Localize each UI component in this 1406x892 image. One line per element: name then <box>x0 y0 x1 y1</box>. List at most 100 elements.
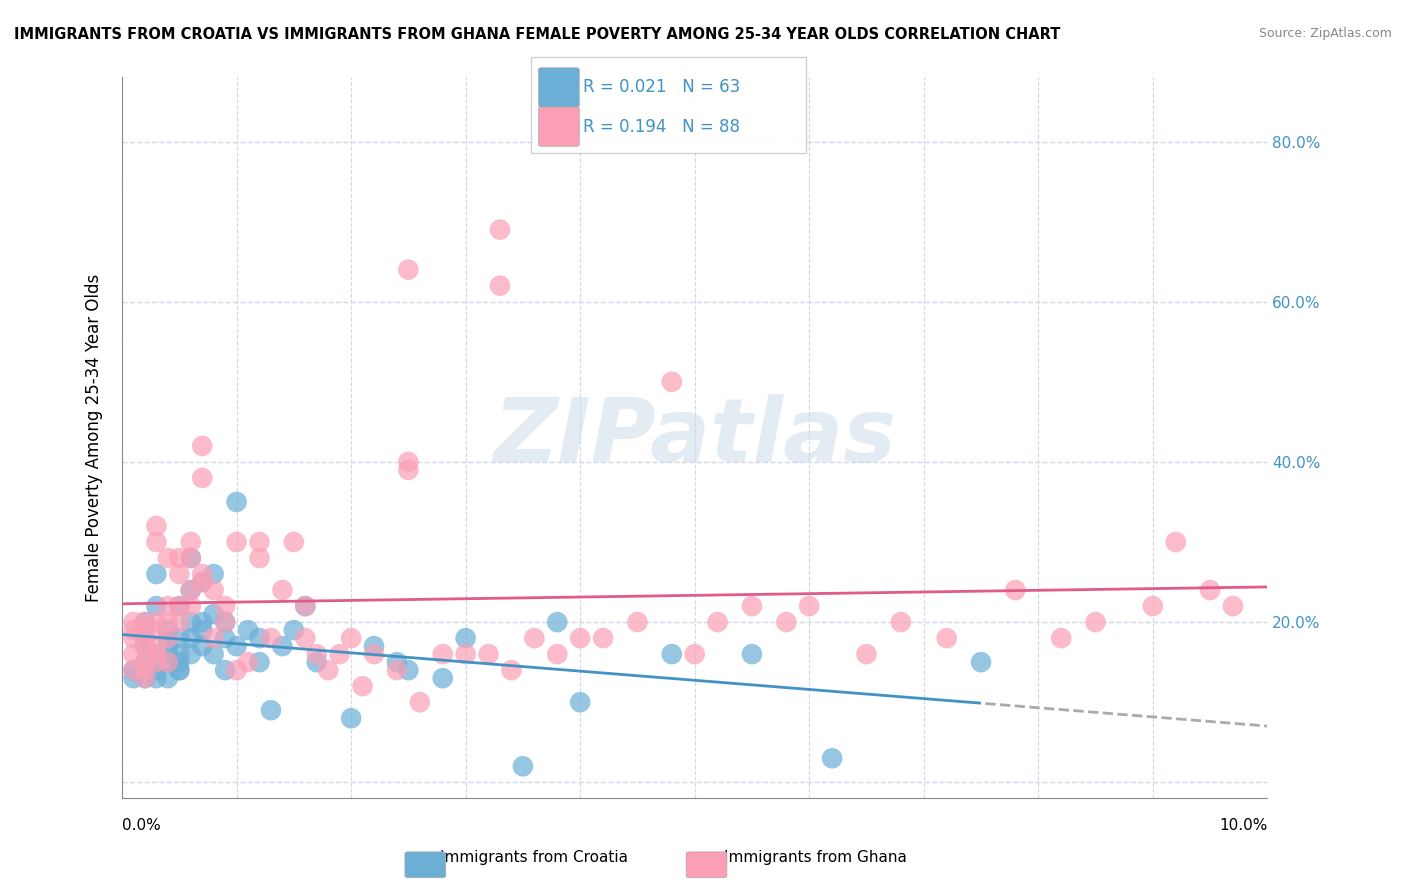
Point <box>180 583 202 598</box>
Point <box>396 663 419 677</box>
Point <box>214 615 236 629</box>
Point <box>134 615 156 629</box>
Point <box>546 647 568 661</box>
Text: Immigrants from Croatia: Immigrants from Croatia <box>440 850 628 865</box>
Point <box>145 647 167 661</box>
Point <box>890 615 912 629</box>
Point <box>180 615 202 629</box>
Point <box>970 655 993 669</box>
Point <box>260 631 283 645</box>
Point <box>283 623 305 637</box>
Point <box>180 551 202 566</box>
Point <box>134 631 156 645</box>
Point <box>169 647 191 661</box>
Point <box>145 655 167 669</box>
Point <box>145 615 167 629</box>
Point <box>271 583 294 598</box>
Point <box>169 655 191 669</box>
Point <box>249 535 271 549</box>
Point <box>145 567 167 582</box>
Point <box>134 631 156 645</box>
Point <box>501 663 523 677</box>
Point <box>385 663 408 677</box>
Point <box>271 639 294 653</box>
Point <box>741 599 763 613</box>
Point <box>385 655 408 669</box>
Point <box>202 583 225 598</box>
Point <box>454 647 477 661</box>
Point <box>122 663 145 677</box>
Point <box>191 575 214 590</box>
Point <box>432 671 454 685</box>
Point <box>122 631 145 645</box>
Point <box>169 599 191 613</box>
Point <box>775 615 797 629</box>
Point <box>202 567 225 582</box>
Text: IMMIGRANTS FROM CROATIA VS IMMIGRANTS FROM GHANA FEMALE POVERTY AMONG 25-34 YEAR: IMMIGRANTS FROM CROATIA VS IMMIGRANTS FR… <box>14 27 1060 42</box>
Point <box>134 639 156 653</box>
Point <box>202 607 225 621</box>
Point <box>169 599 191 613</box>
Point <box>134 615 156 629</box>
Point <box>169 663 191 677</box>
Point <box>122 671 145 685</box>
Text: R = 0.021   N = 63: R = 0.021 N = 63 <box>583 78 741 96</box>
Point <box>202 647 225 661</box>
Point <box>214 615 236 629</box>
Point <box>523 631 546 645</box>
Point <box>134 671 156 685</box>
Point <box>180 631 202 645</box>
Point <box>489 222 512 236</box>
Point <box>156 671 179 685</box>
Point <box>169 631 191 645</box>
Point <box>134 655 156 669</box>
Point <box>249 655 271 669</box>
Point <box>683 647 706 661</box>
Point <box>156 615 179 629</box>
Point <box>855 647 877 661</box>
Text: ZIPatlas: ZIPatlas <box>494 394 896 482</box>
Point <box>236 655 259 669</box>
Point <box>294 599 316 613</box>
Point <box>156 623 179 637</box>
Point <box>249 631 271 645</box>
Point <box>294 631 316 645</box>
Point <box>191 639 214 653</box>
Point <box>156 655 179 669</box>
Point <box>214 663 236 677</box>
Point <box>1084 615 1107 629</box>
Point <box>363 647 385 661</box>
Point <box>626 615 648 629</box>
Point <box>432 647 454 661</box>
Text: Immigrants from Ghana: Immigrants from Ghana <box>724 850 907 865</box>
Point <box>156 631 179 645</box>
Point <box>294 599 316 613</box>
Point <box>454 631 477 645</box>
Point <box>122 615 145 629</box>
Point <box>145 519 167 533</box>
Text: R = 0.194   N = 88: R = 0.194 N = 88 <box>583 118 741 136</box>
Point <box>156 639 179 653</box>
Point <box>352 679 374 693</box>
Point <box>935 631 957 645</box>
Point <box>169 663 191 677</box>
Point <box>225 639 247 653</box>
Point <box>134 623 156 637</box>
Point <box>546 615 568 629</box>
Point <box>236 623 259 637</box>
Point <box>283 535 305 549</box>
Point <box>305 647 328 661</box>
Point <box>489 278 512 293</box>
Point <box>180 583 202 598</box>
Point <box>340 631 363 645</box>
Point <box>799 599 821 613</box>
Point <box>145 655 167 669</box>
Point <box>409 695 432 709</box>
Point <box>706 615 728 629</box>
Point <box>661 647 683 661</box>
Point <box>156 631 179 645</box>
Point <box>202 631 225 645</box>
Point <box>821 751 844 765</box>
Point <box>180 599 202 613</box>
Point <box>191 439 214 453</box>
